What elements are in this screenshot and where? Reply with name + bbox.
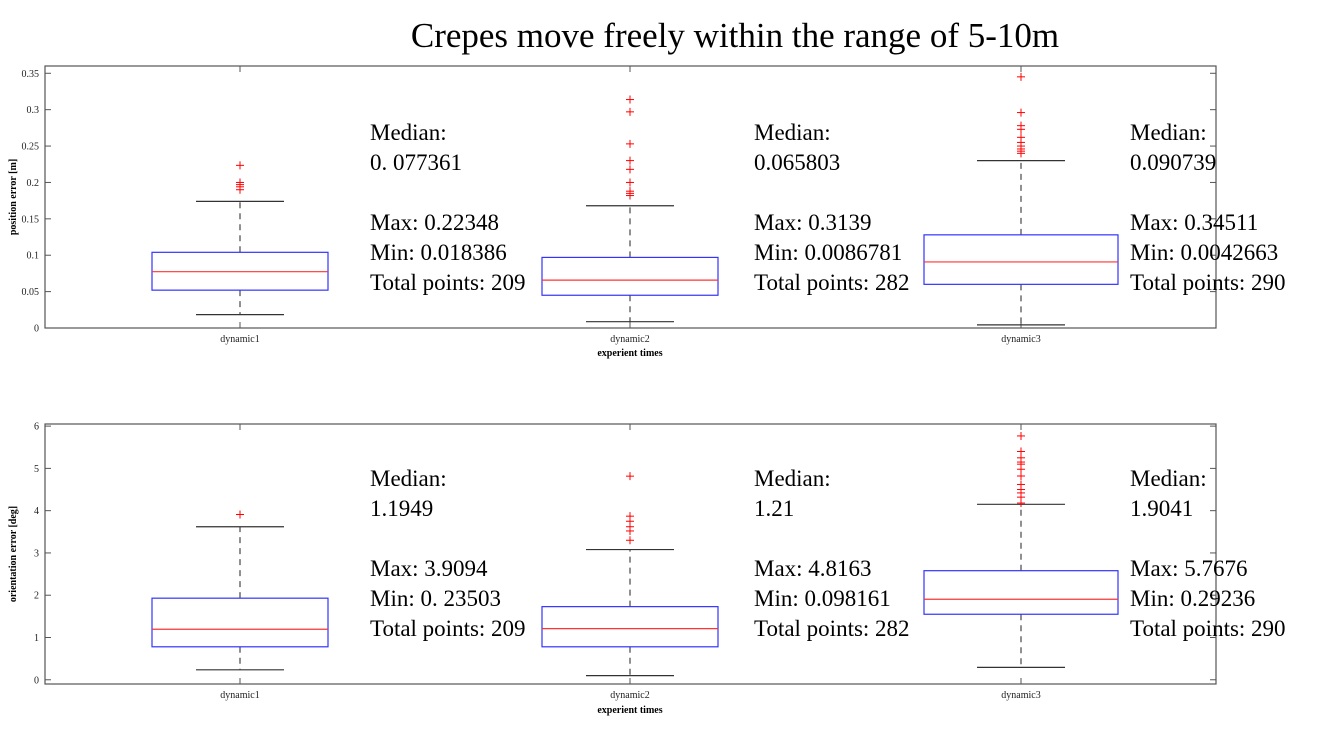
annotation-max: Max: 3.9094 (370, 556, 488, 581)
annotation-total: Total points: 209 (370, 616, 526, 641)
y-tick-label: 1 (34, 633, 39, 644)
y-tick-label: 0 (34, 675, 39, 686)
y-tick-label: 0.25 (22, 142, 40, 153)
annotation-total: Total points: 290 (1130, 270, 1286, 295)
x-tick-label: dynamic2 (610, 690, 649, 701)
y-tick-label: 0.1 (27, 251, 40, 262)
box (151, 597, 329, 648)
x-tick-label: dynamic3 (1001, 334, 1040, 345)
annotation-median-label: Median: (754, 120, 831, 145)
outlier-marker (626, 536, 634, 545)
annotation-max: Max: 0.22348 (370, 210, 499, 235)
annotation-min: Min: 0.0086781 (754, 240, 902, 265)
annotation-max: Max: 0.34511 (1130, 210, 1258, 235)
annotation-median-value: 1.9041 (1130, 496, 1193, 521)
x-axis-label: experient times (597, 348, 662, 359)
outlier-marker (1017, 472, 1025, 480)
x-tick-label: dynamic2 (610, 334, 649, 345)
outlier-marker (1017, 149, 1025, 158)
annotation-max: Max: 0.3139 (754, 210, 872, 235)
y-tick-label: 0.35 (22, 69, 40, 80)
y-tick-label: 0.05 (22, 287, 40, 298)
annotation-median-label: Median: (1130, 466, 1207, 491)
box (541, 256, 719, 296)
annotation-total: Total points: 282 (754, 270, 910, 295)
annotation-total: Total points: 209 (370, 270, 526, 295)
outlier-marker (236, 510, 244, 519)
annotation-median-label: Median: (1130, 120, 1207, 145)
outlier-marker (1017, 108, 1025, 117)
orientation-error-plot: 0 1 2 3 4 5 6 orientation error [deg] dynamic1 dy… (8, 422, 1286, 716)
annotation-median-value: 0.065803 (754, 150, 840, 175)
outlier-marker (1017, 72, 1025, 81)
annotation-median-value: 0.090739 (1130, 150, 1216, 175)
outlier-marker (626, 178, 634, 187)
annotation-min: Min: 0.098161 (754, 586, 891, 611)
annotation-min: Min: 0.0042663 (1130, 240, 1278, 265)
outlier-marker (1017, 499, 1025, 508)
annotation-min: Min: 0. 23503 (370, 586, 501, 611)
annotation-min: Min: 0.29236 (1130, 586, 1255, 611)
axes-frame (44, 423, 1217, 685)
y-tick-label: 6 (34, 422, 39, 433)
annotation-median-label: Median: (754, 466, 831, 491)
position-error-plot: 0 0.05 0.1 0.15 0.2 0.25 0.3 0.35 position error… (8, 65, 1286, 359)
y-tick-label: 0.3 (27, 105, 40, 116)
x-tick-label: dynamic1 (220, 334, 259, 345)
y-tick-label: 3 (34, 548, 39, 559)
annotation-max: Max: 5.7676 (1130, 556, 1248, 581)
annotation-min: Min: 0.018386 (370, 240, 507, 265)
outlier-marker (626, 472, 634, 481)
x-tick-label: dynamic1 (220, 690, 259, 701)
y-tick-label: 0 (34, 324, 39, 335)
x-axis-label: experient times (597, 705, 662, 716)
annotation-max: Max: 4.8163 (754, 556, 872, 581)
annotation-median-value: 0. 077361 (370, 150, 462, 175)
outlier-marker (626, 526, 634, 535)
annotation-median-value: 1.21 (754, 496, 794, 521)
box (923, 234, 1119, 285)
y-axis-label: orientation error [deg] (8, 506, 19, 602)
annotation-median-label: Median: (370, 120, 447, 145)
y-tick-label: 5 (34, 464, 39, 475)
x-tick-label: dynamic3 (1001, 690, 1040, 701)
outlier-marker (626, 165, 634, 174)
y-tick-label: 0.15 (22, 214, 40, 225)
outlier-marker (236, 161, 244, 170)
outlier-marker (1017, 125, 1025, 134)
chart-title: Crepes move freely within the range of 5… (411, 16, 1059, 55)
y-tick-label: 0.2 (27, 178, 40, 189)
outlier-marker (1017, 465, 1025, 474)
box (923, 570, 1119, 615)
annotation-total: Total points: 282 (754, 616, 910, 641)
box (541, 606, 719, 648)
outlier-marker (626, 139, 634, 148)
outlier-marker (626, 107, 634, 116)
annotation-total: Total points: 290 (1130, 616, 1286, 641)
annotation-median-value: 1.1949 (370, 496, 433, 521)
outlier-marker (626, 191, 634, 200)
outlier-marker (626, 95, 634, 104)
outlier-marker (1017, 431, 1025, 440)
outlier-marker (236, 185, 244, 194)
y-axis-label: position error [m] (8, 159, 19, 235)
outlier-marker (626, 156, 634, 165)
y-tick-label: 4 (34, 506, 39, 517)
annotation-median-label: Median: (370, 466, 447, 491)
y-tick-label: 2 (34, 591, 39, 602)
